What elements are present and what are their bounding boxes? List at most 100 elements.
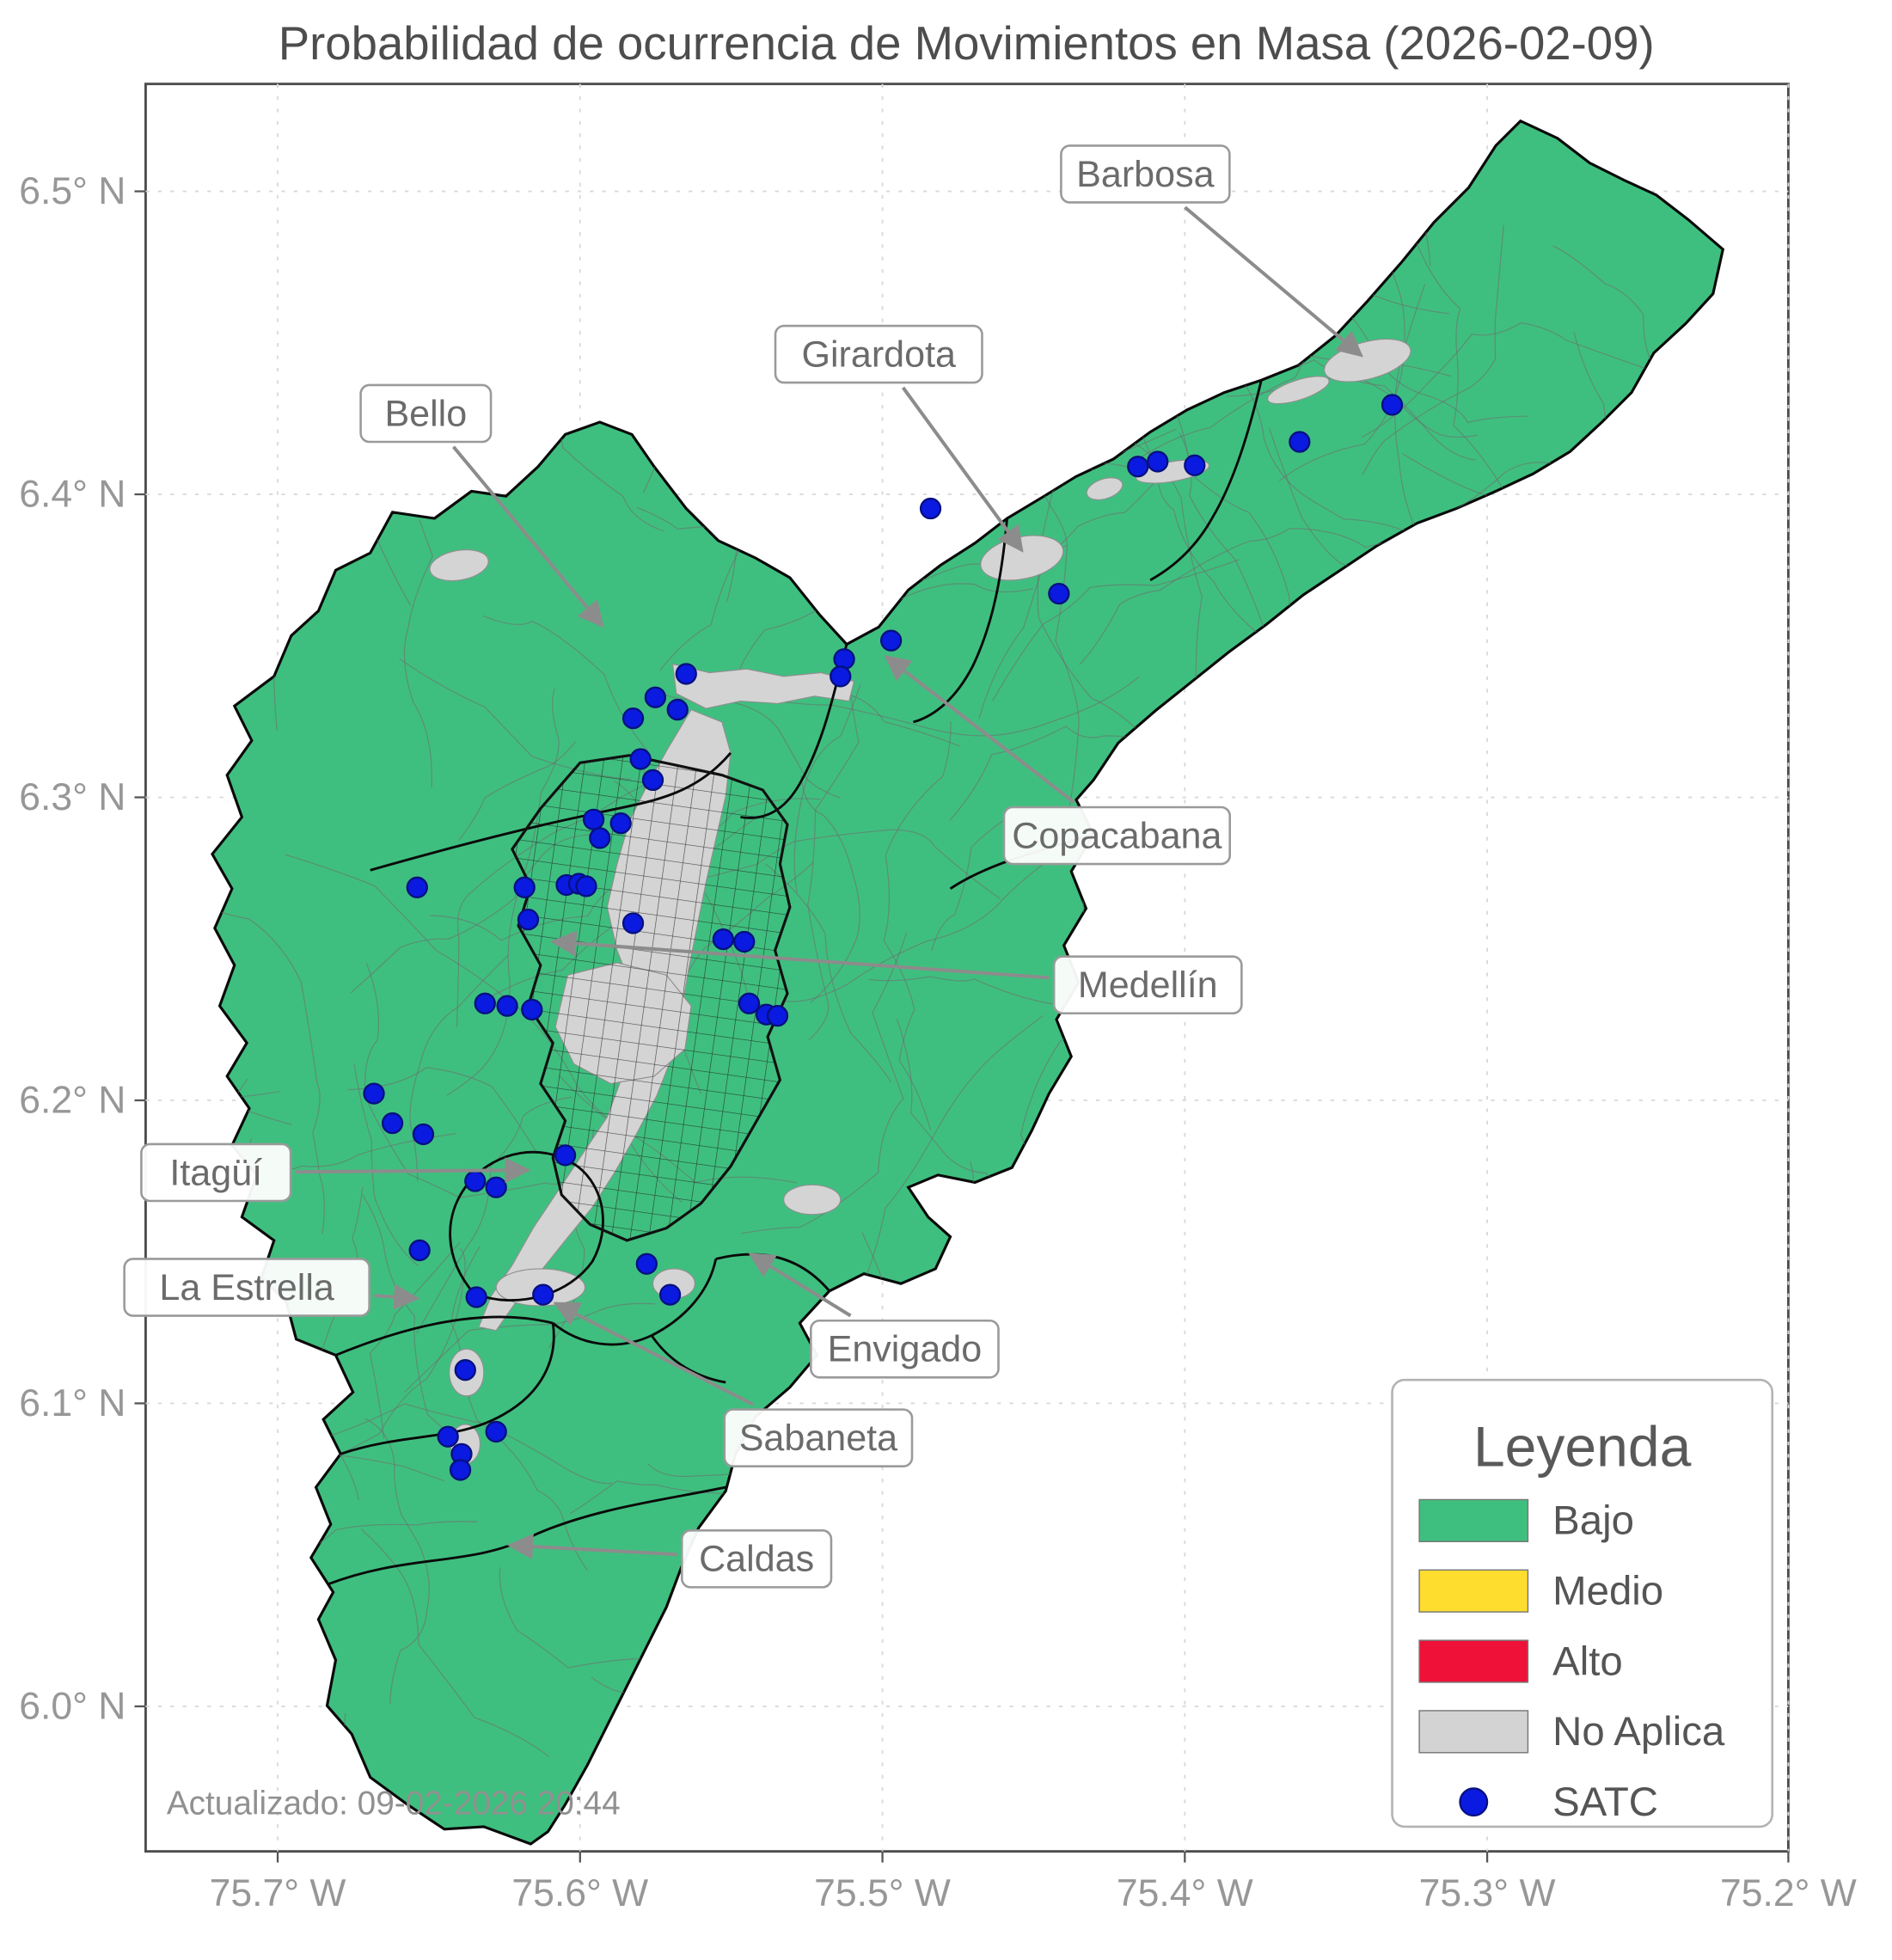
satc-point xyxy=(582,808,605,830)
satc-point xyxy=(629,748,652,770)
annotation-box xyxy=(1052,955,1243,1015)
map-label-itagui: Itagüí xyxy=(140,1142,531,1203)
y-tick-label: 6.0° N xyxy=(19,1685,126,1727)
y-tick-label: 6.3° N xyxy=(19,776,126,818)
x-tick-label: 75.4° W xyxy=(1117,1872,1253,1914)
map-label-sabaneta: Sabaneta xyxy=(553,1302,914,1467)
vereda-boundary-line xyxy=(362,1194,473,1456)
annotation-box xyxy=(723,1408,914,1467)
legend-item-label: Bajo xyxy=(1552,1498,1634,1544)
satc-point xyxy=(738,992,761,1014)
satc-point xyxy=(1289,431,1311,453)
legend-item-bajo: Bajo xyxy=(1418,1498,1634,1544)
satc-point xyxy=(712,928,734,951)
legend-item-label: SATC xyxy=(1552,1779,1658,1825)
annotation-arrow xyxy=(374,1283,420,1310)
satc-point xyxy=(485,1176,507,1198)
vereda-boundary-line xyxy=(1079,524,1462,665)
satc-point xyxy=(363,1082,385,1105)
annotation-box xyxy=(123,1258,370,1317)
map-label-girardota: Girardota xyxy=(774,324,1024,553)
satc-point xyxy=(1184,454,1206,476)
updated-timestamp: Actualizado: 09-02-2026 20:44 xyxy=(167,1785,621,1822)
y-tick-label: 6.4° N xyxy=(19,473,126,515)
axis-tick-marks xyxy=(134,190,1790,1863)
satc-point xyxy=(1381,394,1404,416)
vereda-boundary-line xyxy=(786,848,1065,1002)
y-tick-label: 6.1° N xyxy=(19,1382,126,1424)
vereda-boundary-line xyxy=(403,519,434,788)
satc-points xyxy=(363,394,1404,1481)
satc-point xyxy=(513,876,536,898)
satc-point xyxy=(496,995,518,1017)
vereda-boundary-line xyxy=(364,962,607,1198)
satc-point xyxy=(589,827,611,849)
y-tick-label: 6.2° N xyxy=(19,1079,126,1121)
satc-point xyxy=(449,1459,472,1481)
vereda-boundary-line xyxy=(741,932,908,1234)
x-tick-label: 75.3° W xyxy=(1419,1872,1556,1914)
annotation-label: Sabaneta xyxy=(739,1418,897,1459)
x-tick-label: 75.5° W xyxy=(814,1872,951,1914)
satc-point xyxy=(879,629,903,652)
legend-swatch xyxy=(1418,1569,1529,1613)
satc-point xyxy=(675,663,697,685)
annotation-label: Girardota xyxy=(801,334,956,375)
vereda-boundary-line xyxy=(404,1302,656,1393)
satc-point xyxy=(666,698,689,721)
satc-point xyxy=(621,707,645,730)
satc-point xyxy=(554,1144,577,1167)
map-label-barbosa: Barbosa xyxy=(1060,144,1363,358)
satc-point xyxy=(766,1005,789,1027)
annotation-arrow xyxy=(901,386,1024,553)
legend-item-alto: Alto xyxy=(1418,1638,1623,1684)
satc-point xyxy=(517,909,540,931)
vereda-boundary-line xyxy=(807,648,860,1041)
satc-point xyxy=(408,1239,431,1262)
annotation-label: Bello xyxy=(384,393,467,434)
annotation-arrow xyxy=(452,445,604,628)
legend-item-satc: SATC xyxy=(1459,1779,1658,1825)
annotation-arrow xyxy=(553,1302,755,1406)
satc-point xyxy=(658,1283,682,1306)
y-axis-tick-labels: 6.5° N 6.4° N 6.3° N 6.2° N 6.1° N 6.0° N xyxy=(19,170,126,1727)
map-label-bello: Bello xyxy=(359,383,604,628)
satc-point xyxy=(437,1425,459,1448)
satc-point xyxy=(641,769,664,792)
satc-point xyxy=(406,876,428,898)
figure-title: Probabilidad de ocurrencia de Movimiento… xyxy=(279,17,1655,70)
satc-point xyxy=(919,497,942,520)
legend-items: Bajo Medio Alto No Aplica SATC xyxy=(1418,1498,1725,1825)
vereda-boundary-line xyxy=(1361,322,1647,438)
satc-point xyxy=(521,998,543,1021)
annotation-arrow xyxy=(884,654,1075,804)
annotation-box xyxy=(359,383,493,444)
satc-point xyxy=(1048,582,1070,605)
annotation-label: La Estrella xyxy=(159,1267,334,1308)
satc-point xyxy=(635,1253,658,1275)
legend-swatch xyxy=(1418,1710,1529,1754)
legend-swatch xyxy=(1418,1639,1529,1683)
x-tick-label: 75.6° W xyxy=(511,1872,648,1914)
annotation-arrow xyxy=(295,1157,531,1184)
annotation-arrow xyxy=(1184,205,1363,358)
annotation-box xyxy=(140,1142,292,1203)
satc-point xyxy=(575,875,597,897)
legend-swatch xyxy=(1418,1498,1529,1542)
vereda-boundary-line xyxy=(450,1246,588,1571)
satc-point xyxy=(733,930,756,953)
map-annotations: Barbosa Girardota Bello Copacabana Medellín I… xyxy=(123,144,1363,1589)
satc-point xyxy=(532,1283,554,1306)
annotation-label: Itagüí xyxy=(169,1152,262,1193)
map-label-la-estrella: La Estrella xyxy=(123,1258,420,1317)
satc-point xyxy=(474,992,496,1014)
satc-point xyxy=(1147,450,1169,473)
annotation-label: Medellín xyxy=(1078,965,1218,1006)
satc-point xyxy=(644,686,667,708)
annotation-box xyxy=(1002,805,1232,866)
vereda-boundary-line xyxy=(1230,364,1417,537)
x-tick-label: 75.2° W xyxy=(1720,1872,1857,1914)
map-label-envigado: Envigado xyxy=(748,1253,1000,1379)
vereda-boundary-line xyxy=(360,1528,550,1758)
